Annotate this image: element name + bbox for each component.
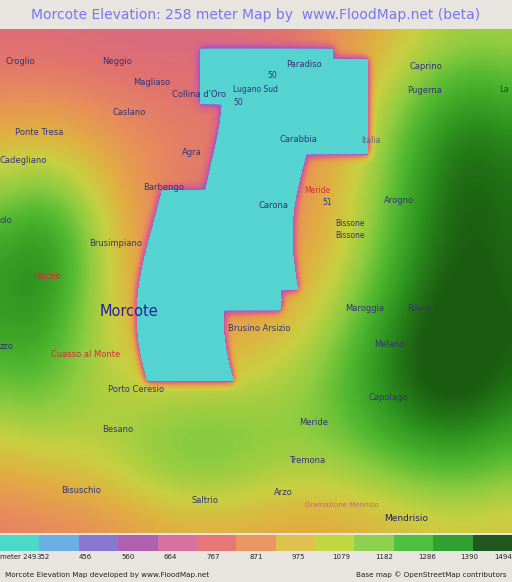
Text: 1079: 1079	[332, 554, 350, 560]
Text: 456: 456	[79, 554, 92, 560]
Text: Meride: Meride	[300, 418, 329, 427]
Text: Porto Ceresio: Porto Ceresio	[108, 385, 164, 394]
Text: Morcote Elevation Map developed by www.FloodMap.net: Morcote Elevation Map developed by www.F…	[5, 572, 209, 578]
Text: 1182: 1182	[375, 554, 393, 560]
Bar	[197, 535, 237, 551]
Text: Italia: Italia	[361, 137, 380, 146]
Text: Caslano: Caslano	[113, 108, 146, 117]
Text: Bisuschio: Bisuschio	[61, 486, 101, 495]
Bar	[237, 535, 275, 551]
Text: Brusimpiano: Brusimpiano	[90, 239, 143, 248]
Bar	[39, 535, 79, 551]
Text: Mendrisio: Mendrisio	[384, 514, 428, 523]
Bar	[473, 535, 512, 551]
Bar	[118, 535, 158, 551]
Text: Collina d'Oro: Collina d'Oro	[172, 90, 225, 99]
Text: Morcote: Morcote	[100, 304, 159, 319]
Text: 1494: 1494	[494, 554, 512, 560]
Text: Ponte Tresa: Ponte Tresa	[15, 128, 63, 137]
Text: olo: olo	[0, 216, 13, 225]
Text: Dramazione Menrisio: Dramazione Menrisio	[305, 502, 378, 509]
Text: Morcote Elevation: 258 meter Map by  www.FloodMap.net (beta): Morcote Elevation: 258 meter Map by www.…	[31, 8, 481, 22]
Text: Marzio: Marzio	[33, 272, 61, 281]
Text: Base map © OpenStreetMap contributors: Base map © OpenStreetMap contributors	[356, 572, 507, 579]
Text: Brusino Arsizio: Brusino Arsizio	[228, 325, 290, 333]
Bar	[0, 535, 39, 551]
Text: 664: 664	[164, 554, 177, 560]
Text: Carona: Carona	[259, 201, 289, 210]
Text: Melano: Melano	[374, 340, 404, 349]
Text: 352: 352	[36, 554, 49, 560]
Text: La: La	[499, 85, 509, 94]
Text: Carabbia: Carabbia	[279, 136, 317, 144]
Text: zzo: zzo	[0, 342, 14, 351]
Bar	[315, 535, 354, 551]
Text: Saltrio: Saltrio	[192, 496, 219, 505]
Text: Caprino: Caprino	[410, 62, 442, 72]
Text: Agra: Agra	[182, 148, 202, 157]
Bar	[275, 535, 315, 551]
Text: 1286: 1286	[418, 554, 436, 560]
Text: 50: 50	[267, 72, 277, 80]
Text: Arogno: Arogno	[384, 196, 414, 205]
Text: Arzo: Arzo	[274, 488, 293, 497]
Bar	[158, 535, 197, 551]
Text: Meride: Meride	[305, 186, 331, 195]
Text: Maroggia: Maroggia	[346, 304, 385, 313]
Text: Cadegliano: Cadegliano	[0, 155, 48, 165]
Text: Rovio: Rovio	[407, 304, 430, 313]
Text: Paradiso: Paradiso	[286, 60, 322, 69]
Text: 767: 767	[206, 554, 220, 560]
Text: 50: 50	[233, 98, 243, 107]
Text: 975: 975	[292, 554, 305, 560]
Text: Neggio: Neggio	[102, 58, 132, 66]
Text: Tremona: Tremona	[289, 456, 326, 464]
Bar	[433, 535, 473, 551]
Bar	[354, 535, 394, 551]
Bar	[394, 535, 433, 551]
Text: Bissone: Bissone	[335, 219, 365, 228]
Text: Croglio: Croglio	[5, 58, 35, 66]
Text: Besano: Besano	[102, 425, 134, 434]
Text: Barbengo: Barbengo	[143, 183, 184, 193]
Text: Magliaso: Magliaso	[133, 77, 170, 87]
Text: 51: 51	[323, 198, 332, 208]
Text: 1390: 1390	[460, 554, 478, 560]
Text: Cuasso al Monte: Cuasso al Monte	[51, 350, 120, 359]
Text: Pugerna: Pugerna	[407, 86, 442, 95]
Text: Capolago: Capolago	[369, 392, 408, 402]
Bar	[79, 535, 118, 551]
Text: meter 249: meter 249	[0, 554, 36, 560]
Text: Lugano Sud: Lugano Sud	[233, 85, 278, 94]
Text: Bissone: Bissone	[335, 231, 365, 240]
Text: 560: 560	[121, 554, 135, 560]
Text: 871: 871	[249, 554, 263, 560]
